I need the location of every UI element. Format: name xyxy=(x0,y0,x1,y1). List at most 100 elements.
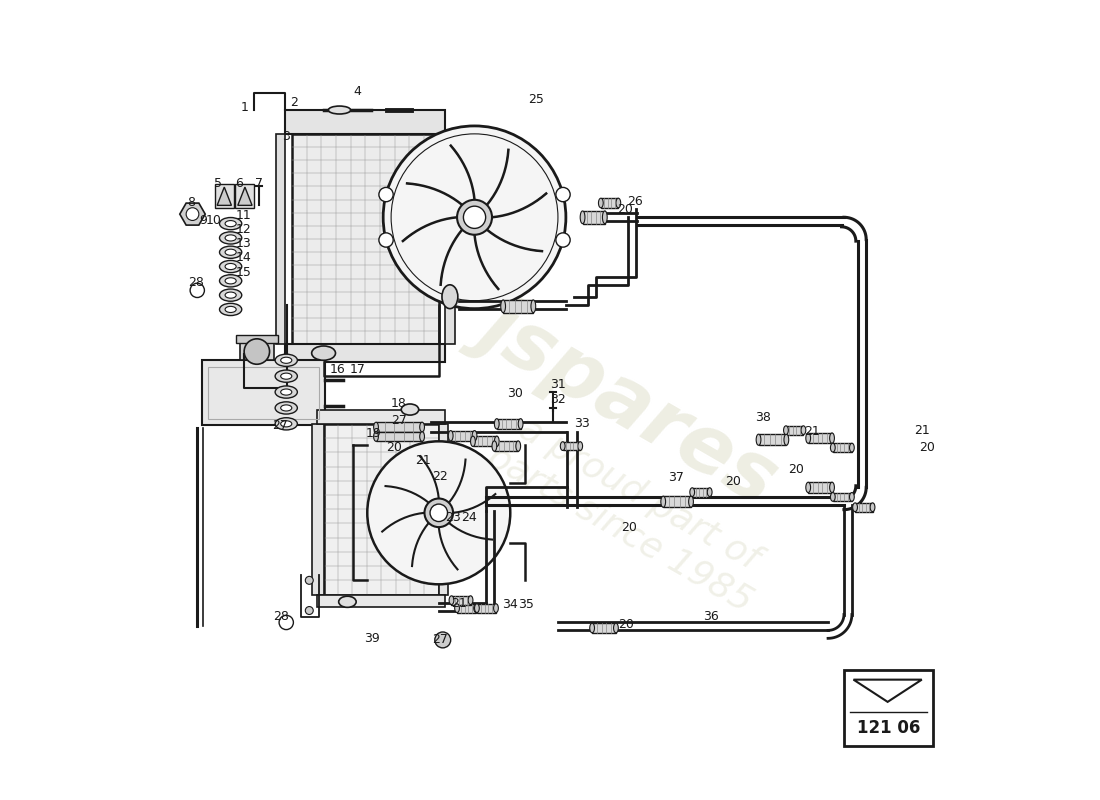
Ellipse shape xyxy=(226,263,236,270)
Bar xyxy=(592,623,616,633)
Bar xyxy=(477,604,496,613)
Text: 12: 12 xyxy=(235,223,251,237)
Bar xyxy=(236,335,277,342)
Text: 20: 20 xyxy=(621,521,637,534)
Text: 27: 27 xyxy=(272,419,288,432)
Bar xyxy=(376,432,422,442)
Bar xyxy=(759,434,786,446)
Ellipse shape xyxy=(226,306,236,313)
Ellipse shape xyxy=(531,300,536,313)
Bar xyxy=(439,424,449,594)
Ellipse shape xyxy=(616,198,620,208)
Ellipse shape xyxy=(580,211,585,224)
Text: 20: 20 xyxy=(617,203,632,216)
Bar xyxy=(692,488,710,497)
Ellipse shape xyxy=(578,442,583,450)
Ellipse shape xyxy=(220,246,242,258)
Circle shape xyxy=(378,233,393,247)
Ellipse shape xyxy=(474,604,478,613)
Circle shape xyxy=(306,606,313,614)
Text: 20: 20 xyxy=(386,441,403,454)
Ellipse shape xyxy=(311,346,336,360)
Text: 13: 13 xyxy=(235,237,251,250)
Ellipse shape xyxy=(689,496,693,507)
Text: 38: 38 xyxy=(755,411,771,424)
Ellipse shape xyxy=(784,434,789,446)
Ellipse shape xyxy=(870,503,874,512)
Text: 27: 27 xyxy=(392,414,407,427)
Text: 25: 25 xyxy=(528,93,543,106)
Ellipse shape xyxy=(280,421,292,427)
Bar xyxy=(494,441,518,451)
Text: 28: 28 xyxy=(274,610,289,622)
Ellipse shape xyxy=(469,596,473,605)
Bar xyxy=(833,493,851,502)
Bar xyxy=(240,342,274,360)
Ellipse shape xyxy=(494,604,498,613)
Bar xyxy=(833,443,851,452)
Polygon shape xyxy=(214,184,234,208)
Ellipse shape xyxy=(560,442,565,450)
Bar xyxy=(317,410,446,424)
Text: 9: 9 xyxy=(199,214,207,227)
Bar xyxy=(451,430,474,441)
Text: 22: 22 xyxy=(432,470,448,482)
Text: 6: 6 xyxy=(234,178,242,190)
Bar xyxy=(276,134,286,344)
Bar xyxy=(458,604,476,613)
Ellipse shape xyxy=(220,232,242,244)
Circle shape xyxy=(425,498,453,527)
Text: 39: 39 xyxy=(364,632,380,645)
Ellipse shape xyxy=(598,198,603,208)
Text: 4: 4 xyxy=(354,86,362,98)
Ellipse shape xyxy=(275,402,297,414)
Text: 11: 11 xyxy=(235,209,251,222)
Ellipse shape xyxy=(339,596,356,607)
Text: 16: 16 xyxy=(329,363,345,376)
Ellipse shape xyxy=(275,370,297,382)
Ellipse shape xyxy=(474,604,480,613)
Ellipse shape xyxy=(220,218,242,230)
Polygon shape xyxy=(217,187,231,206)
Text: 23: 23 xyxy=(446,511,461,524)
Circle shape xyxy=(378,187,393,202)
Ellipse shape xyxy=(226,278,236,284)
Ellipse shape xyxy=(420,432,425,442)
Ellipse shape xyxy=(829,482,835,493)
Ellipse shape xyxy=(494,418,499,429)
Ellipse shape xyxy=(756,434,761,446)
Ellipse shape xyxy=(402,404,419,415)
Ellipse shape xyxy=(220,261,242,273)
Ellipse shape xyxy=(374,422,378,432)
Ellipse shape xyxy=(707,488,712,497)
Bar xyxy=(503,300,534,313)
Circle shape xyxy=(463,206,486,229)
Bar xyxy=(376,422,422,432)
Text: 20: 20 xyxy=(618,618,635,630)
Bar xyxy=(583,211,605,224)
Ellipse shape xyxy=(226,292,236,298)
Ellipse shape xyxy=(442,285,458,309)
Text: 21: 21 xyxy=(804,426,820,438)
Text: 3: 3 xyxy=(283,130,290,142)
Ellipse shape xyxy=(829,433,835,443)
Ellipse shape xyxy=(220,303,242,315)
Ellipse shape xyxy=(454,604,460,613)
Ellipse shape xyxy=(449,596,454,605)
Circle shape xyxy=(244,339,270,364)
Bar xyxy=(855,503,872,512)
Text: 14: 14 xyxy=(235,251,251,264)
Text: a proud part of
parts since 1985: a proud part of parts since 1985 xyxy=(481,404,779,618)
Ellipse shape xyxy=(830,443,835,452)
Bar xyxy=(808,482,832,493)
Text: 21: 21 xyxy=(415,454,431,467)
Circle shape xyxy=(430,504,448,522)
Text: 19: 19 xyxy=(366,427,382,440)
Ellipse shape xyxy=(783,426,789,434)
Text: 37: 37 xyxy=(668,471,683,484)
Text: 27: 27 xyxy=(432,634,449,646)
Bar xyxy=(286,344,446,362)
Ellipse shape xyxy=(500,300,506,313)
Ellipse shape xyxy=(852,503,858,512)
Ellipse shape xyxy=(275,354,297,366)
